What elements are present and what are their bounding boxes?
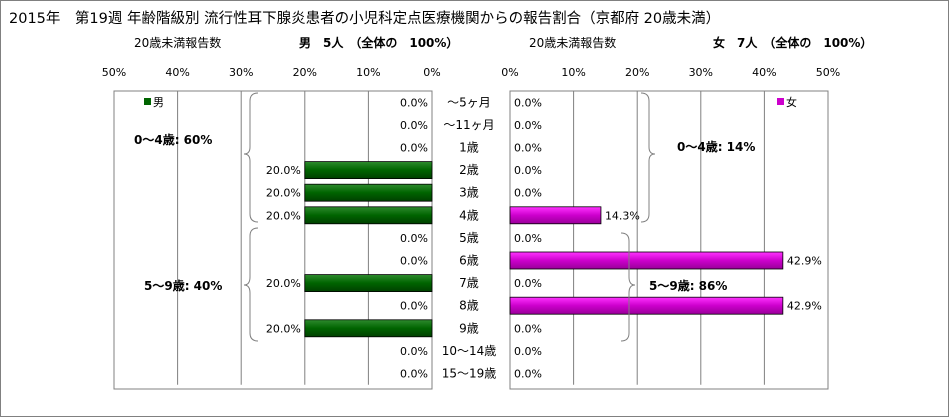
female-data-label: 0.0% xyxy=(514,277,542,290)
category-label: ～11ヶ月 xyxy=(443,118,494,132)
male-bar xyxy=(304,183,433,202)
chart-title: 2015年 第19週 年齢階級別 流行性耳下腺炎患者の小児科定点医療機関からの報… xyxy=(9,9,720,27)
category-label: 5歳 xyxy=(459,231,479,245)
male-legend-swatch xyxy=(144,98,151,105)
female-data-label: 0.0% xyxy=(514,232,542,245)
female-brace-0-4 xyxy=(640,92,656,223)
female-legend-swatch xyxy=(777,98,784,105)
category-label: 2歳 xyxy=(459,163,479,177)
female-data-label: 0.0% xyxy=(514,368,542,381)
female-data-label: 14.3% xyxy=(605,209,640,222)
male-plot-area xyxy=(113,90,433,390)
bars xyxy=(304,161,784,338)
female-x-tick-label: 10% xyxy=(561,66,585,79)
male-legend-label: 男 xyxy=(153,96,164,109)
male-group-label-0-4: 0～4歳: 60% xyxy=(134,132,212,147)
male-data-label: 20.0% xyxy=(266,164,301,177)
female-data-label: 0.0% xyxy=(514,164,542,177)
male-data-label: 0.0% xyxy=(400,232,428,245)
female-bar xyxy=(509,251,784,270)
female-data-label: 0.0% xyxy=(514,142,542,155)
male-bar xyxy=(304,274,433,293)
axis-tick-labels: 0% 0% 10% 10% 20% 20% 30% 30% 40% 40% 50% 50% xyxy=(102,66,840,79)
male-data-label: 20.0% xyxy=(266,209,301,222)
age-category-labels: ～5ヶ月 ～11ヶ月 1歳 2歳 3歳 4歳 5歳 6歳 7歳 8歳 9歳 10～14歳 15～19歳 xyxy=(442,95,497,380)
female-data-label: 42.9% xyxy=(787,255,822,268)
male-data-label: 20.0% xyxy=(266,322,301,335)
male-data-label: 0.0% xyxy=(400,142,428,155)
female-header-total: 女 7人 （全体の 100%） xyxy=(713,35,872,50)
male-header-total: 男 5人 （全体の 100%） xyxy=(299,35,458,50)
female-data-label: 0.0% xyxy=(514,187,542,200)
female-data-label: 0.0% xyxy=(514,96,542,109)
category-label: 1歳 xyxy=(459,141,479,155)
data-labels: 0.0% 0.0% 0.0% 0.0% 0.0% 0.0% 20.0% 0.0% 20.0% 0.… xyxy=(266,96,822,380)
female-group-label-5-9: 5～9歳: 86% xyxy=(649,278,727,293)
category-label: 15～19歳 xyxy=(442,367,497,381)
female-legend-label: 女 xyxy=(786,95,797,109)
female-x-tick-label: 50% xyxy=(816,66,840,79)
female-data-label: 0.0% xyxy=(514,345,542,358)
female-data-label: 0.0% xyxy=(514,322,542,335)
male-x-tick-label: 40% xyxy=(165,66,189,79)
male-group-label-5-9: 5～9歳: 40% xyxy=(144,278,222,293)
male-x-tick-label: 20% xyxy=(293,66,317,79)
male-data-label: 20.0% xyxy=(266,187,301,200)
category-label: 4歳 xyxy=(459,208,479,222)
male-data-label: 0.0% xyxy=(400,345,428,358)
male-x-tick-label: 10% xyxy=(356,66,380,79)
category-label: 7歳 xyxy=(459,276,479,290)
female-bar xyxy=(509,296,784,315)
category-label: 3歳 xyxy=(459,186,479,200)
male-x-tick-label: 0% xyxy=(423,66,440,79)
female-plot-area xyxy=(509,90,829,390)
female-x-tick-label: 30% xyxy=(689,66,713,79)
male-bar xyxy=(304,161,433,180)
category-label: 8歳 xyxy=(459,299,479,313)
category-label: 9歳 xyxy=(459,321,479,335)
male-data-label: 0.0% xyxy=(400,119,428,132)
male-header-count-label: 20歳未満報告数 xyxy=(134,35,221,50)
male-x-tick-label: 30% xyxy=(229,66,253,79)
female-x-tick-label: 20% xyxy=(625,66,649,79)
female-data-label: 42.9% xyxy=(787,300,822,313)
female-x-tick-label: 40% xyxy=(752,66,776,79)
male-bar xyxy=(304,319,433,338)
female-group-label-0-4: 0～4歳: 14% xyxy=(677,139,755,154)
category-label: ～5ヶ月 xyxy=(447,95,491,109)
male-data-label: 0.0% xyxy=(400,255,428,268)
female-x-tick-label: 0% xyxy=(501,66,518,79)
male-data-label: 0.0% xyxy=(400,96,428,109)
male-x-tick-label: 50% xyxy=(102,66,126,79)
male-brace-0-4 xyxy=(243,92,259,223)
male-data-label: 0.0% xyxy=(400,368,428,381)
male-data-label: 0.0% xyxy=(400,300,428,313)
male-bar xyxy=(304,206,433,225)
female-bar xyxy=(509,206,602,225)
category-label: 10～14歳 xyxy=(442,344,497,358)
male-brace-5-9 xyxy=(243,227,259,342)
female-brace-5-9 xyxy=(620,232,636,342)
female-data-label: 0.0% xyxy=(514,119,542,132)
female-header-count-label: 20歳未満報告数 xyxy=(529,35,616,50)
male-data-label: 20.0% xyxy=(266,277,301,290)
category-label: 6歳 xyxy=(459,254,479,268)
